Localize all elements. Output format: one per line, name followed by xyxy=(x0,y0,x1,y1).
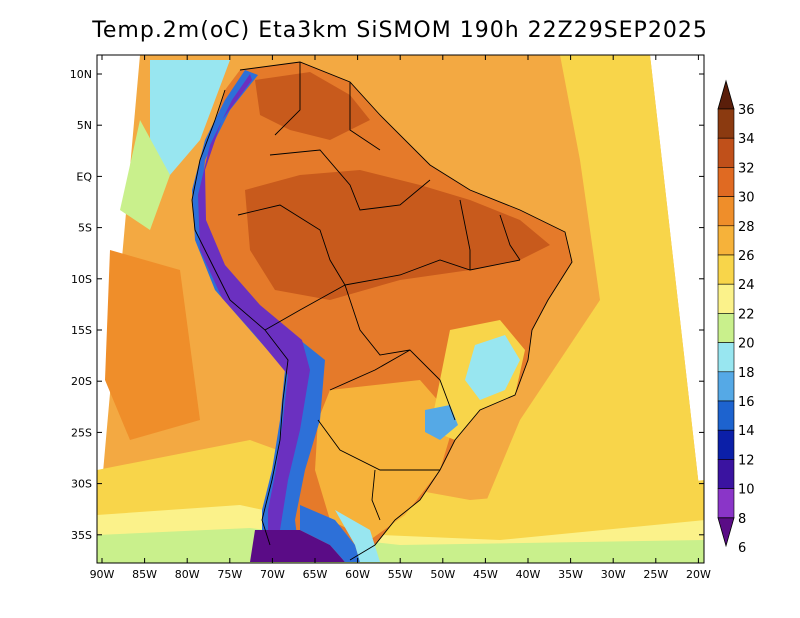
lon-tick-label: 20W xyxy=(686,568,711,581)
andes-cold-core xyxy=(198,74,310,556)
lat-tick-label: 15S xyxy=(71,324,92,337)
lat-tick-label: 25S xyxy=(71,426,92,439)
colorbar-label: 16 xyxy=(738,395,755,410)
lat-tick-label: 5N xyxy=(77,119,92,132)
colorbar: 36 34 32 30 28 26 24 22 20 18 16 14 12 10 8 6 xyxy=(717,79,755,556)
pacific-cool-patch xyxy=(150,60,230,175)
colorbar-label: 32 xyxy=(738,161,755,176)
pacific-west-band xyxy=(105,250,200,440)
amazon-hot-region xyxy=(245,170,550,300)
serra-blue xyxy=(425,405,458,440)
colorbar-segment xyxy=(717,254,735,285)
longitude-axis: 90W 85W 80W 75W 70W 65W 60W 55W 50W 45W 40W 35W 30W 2… xyxy=(90,55,711,581)
northern-hot-region xyxy=(255,72,370,140)
colorbar-segment xyxy=(717,108,735,139)
patagonia-cold xyxy=(250,530,345,562)
colorbar-label: 18 xyxy=(738,366,755,381)
colorbar-label: 10 xyxy=(738,483,755,498)
map-field xyxy=(97,55,704,563)
lat-tick-label: 5S xyxy=(78,222,92,235)
colorbar-segment xyxy=(717,342,735,373)
lat-tick-label: 10S xyxy=(71,273,92,286)
colorbar-segment xyxy=(717,400,735,431)
colorbar-segment xyxy=(717,488,735,519)
colorbar-top-arrow xyxy=(717,79,735,110)
lon-tick-label: 55W xyxy=(388,568,413,581)
latitude-axis: 10N 5N EQ 5S 10S 15S 20S 25S 30S 35S xyxy=(70,68,704,542)
colorbar-segment xyxy=(717,137,735,168)
colorbar-segment xyxy=(717,371,735,402)
lon-tick-label: 85W xyxy=(132,568,157,581)
lon-tick-label: 70W xyxy=(260,568,285,581)
colorbar-bottom-arrow xyxy=(717,517,735,548)
lon-tick-label: 65W xyxy=(303,568,328,581)
colorbar-label: 12 xyxy=(738,453,755,468)
colorbar-label: 28 xyxy=(738,220,755,235)
colorbar-segment xyxy=(717,225,735,256)
lat-tick-label: 35S xyxy=(71,529,92,542)
colorbar-label: 14 xyxy=(738,424,755,439)
lon-tick-label: 45W xyxy=(473,568,498,581)
colorbar-label: 26 xyxy=(738,249,755,264)
lat-tick-label: 20S xyxy=(71,375,92,388)
colorbar-label: 8 xyxy=(738,512,746,527)
lat-tick-label: 10N xyxy=(70,68,92,81)
ocean-east-cool xyxy=(470,55,704,540)
patagonia-blue xyxy=(300,505,360,562)
colorbar-label: 30 xyxy=(738,191,755,206)
colorbar-label: 22 xyxy=(738,307,755,322)
colorbar-label: 24 xyxy=(738,278,755,293)
map-title: Temp.2m(oC) Eta3km SiSMOM 190h 22Z29SEP2… xyxy=(92,18,708,43)
lon-tick-label: 50W xyxy=(430,568,455,581)
colorbar-segment xyxy=(717,459,735,489)
colorbar-label: 6 xyxy=(738,541,746,556)
lon-tick-label: 80W xyxy=(175,568,200,581)
country-borders xyxy=(191,61,573,561)
colorbar-segment xyxy=(717,429,735,460)
colorbar-label: 20 xyxy=(738,337,755,352)
colorbar-label: 36 xyxy=(738,103,755,118)
lat-tick-label: EQ xyxy=(76,170,92,183)
lon-tick-label: 25W xyxy=(643,568,668,581)
colorbar-segment xyxy=(717,167,735,197)
lon-tick-label: 40W xyxy=(516,568,541,581)
lon-tick-label: 75W xyxy=(217,568,242,581)
colorbar-segment xyxy=(717,196,735,227)
highlands-blue xyxy=(465,335,520,400)
colorbar-segment xyxy=(717,283,735,314)
ocean-south-coolest xyxy=(97,528,704,563)
southern-land-cool xyxy=(315,380,455,540)
colorbar-label: 34 xyxy=(738,132,755,147)
lon-tick-label: 60W xyxy=(345,568,370,581)
lon-tick-label: 90W xyxy=(90,568,115,581)
pacific-cool-patch-2 xyxy=(120,120,170,230)
lon-tick-label: 35W xyxy=(558,568,583,581)
lon-tick-label: 30W xyxy=(601,568,626,581)
lat-tick-label: 30S xyxy=(71,478,92,491)
colorbar-segment xyxy=(717,313,735,343)
